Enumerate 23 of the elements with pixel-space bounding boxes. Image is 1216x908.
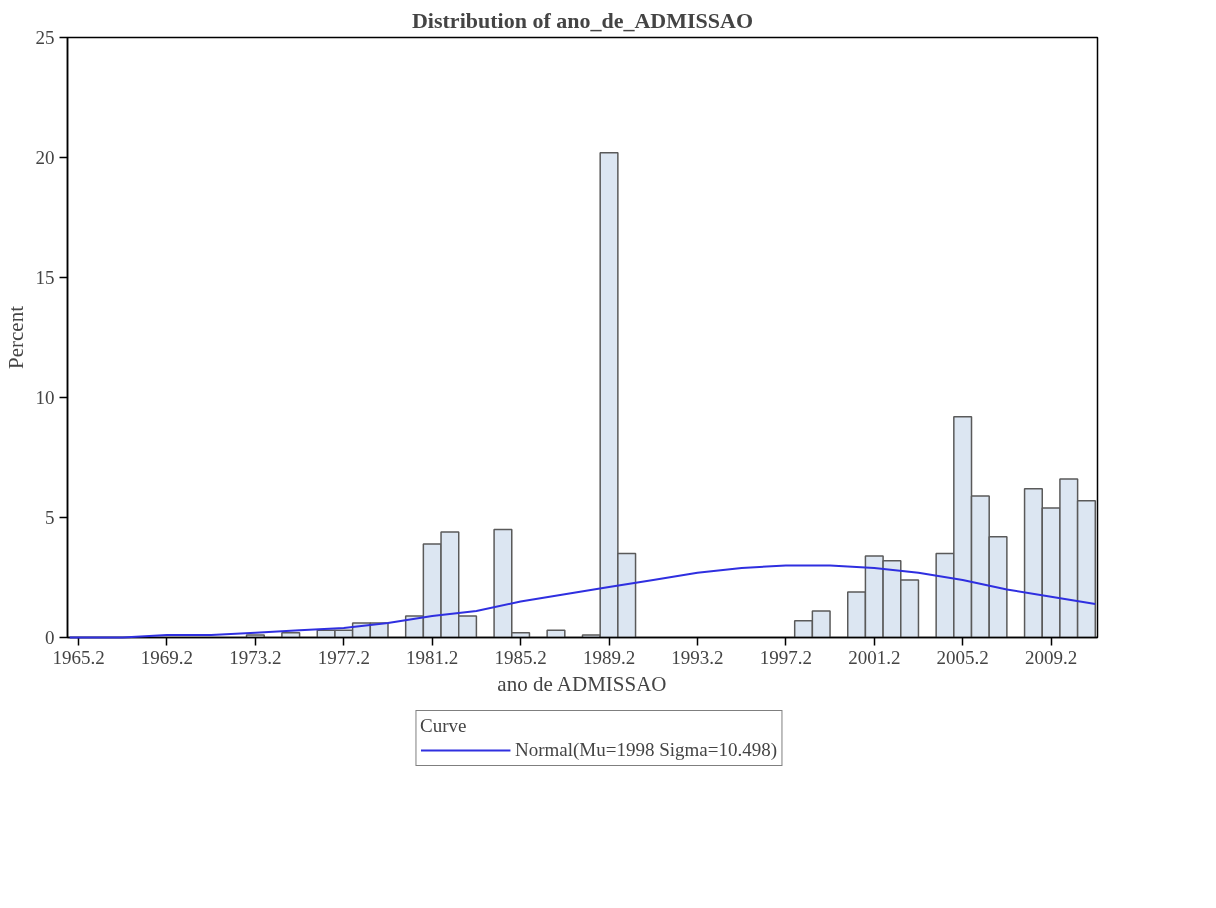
y-tick-label: 0 (45, 627, 55, 648)
x-tick-label: 1993.2 (671, 646, 724, 668)
x-tick-label: 1977.2 (317, 646, 370, 668)
x-tick-label: 2005.2 (936, 646, 989, 668)
x-axis-title: ano de ADMISSAO (497, 671, 667, 696)
x-tick-label: 1969.2 (140, 646, 194, 668)
x-tick-label: 1989.2 (582, 646, 636, 668)
x-tick-label: 2001.2 (848, 646, 901, 668)
x-tick-label: 1973.2 (229, 646, 282, 668)
legend-label: Normal(Mu=1998 Sigma=10.498) (514, 739, 778, 761)
y-axis-title: Percent (3, 305, 28, 369)
x-tick-label: 2009.2 (1024, 646, 1078, 668)
chart-title: Distribution of ano_de_ADMISSAO (411, 7, 754, 33)
x-tick-label: 1965.2 (52, 646, 105, 668)
y-tick-label: 15 (35, 267, 55, 288)
y-tick-label: 10 (35, 387, 55, 408)
x-tick-label: 1985.2 (494, 646, 547, 668)
legend-title: Curve (419, 715, 468, 737)
x-tick-label: 1981.2 (406, 646, 459, 668)
y-tick-label: 5 (45, 507, 55, 528)
y-tick-label: 25 (35, 27, 55, 48)
x-tick-label: 1997.2 (759, 646, 812, 668)
y-tick-label: 20 (35, 147, 55, 168)
